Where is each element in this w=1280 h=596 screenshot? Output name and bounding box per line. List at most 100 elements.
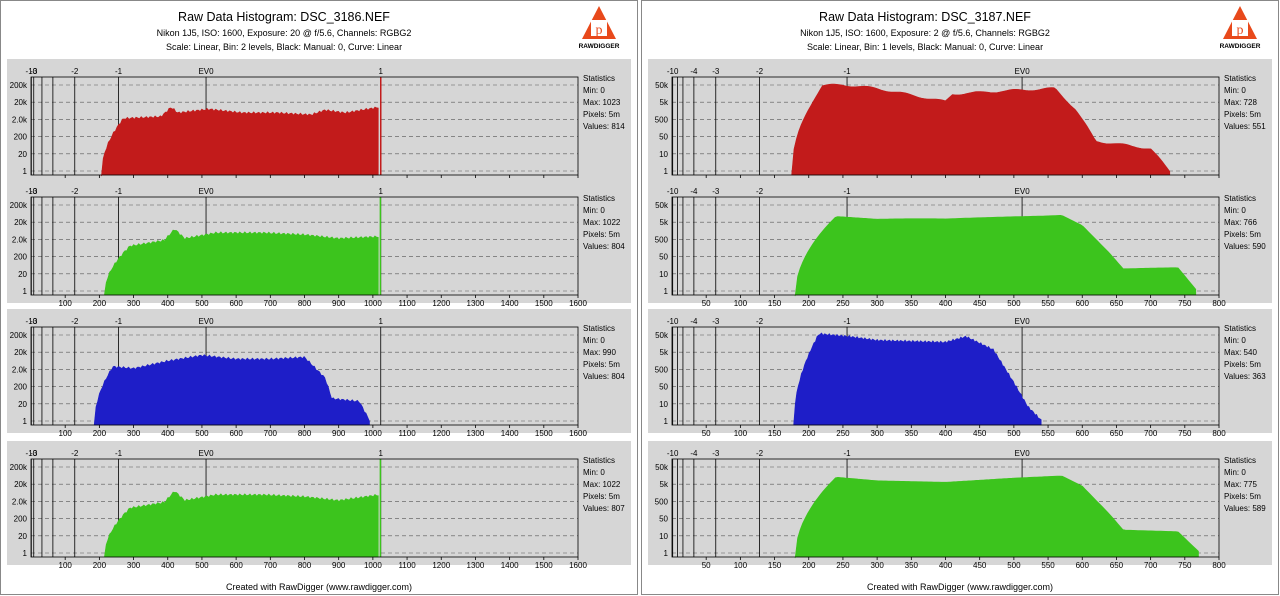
ev-label: EV0: [198, 317, 214, 326]
y-tick-label: 20k: [14, 218, 28, 227]
histogram-svg: Raw Data Histogram: DSC_3187.NEF Nikon 1J…: [648, 6, 1272, 592]
ev-label: -2: [756, 67, 764, 76]
histogram-area: [104, 229, 379, 296]
x-tick-label: 500: [195, 561, 209, 570]
y-tick-label: 5k: [660, 480, 669, 489]
x-tick-label: 150: [768, 561, 782, 570]
ev-label: 1: [379, 187, 384, 196]
x-tick-label: 800: [298, 561, 312, 570]
x-tick-label: 1400: [501, 561, 519, 570]
ev-label: -4: [690, 67, 698, 76]
stats-values: Values: 589: [1224, 504, 1266, 513]
camera-info: Nikon 1J5, ISO: 1600, Exposure: 20 @ f/5…: [157, 28, 412, 38]
stats-min: Min: 0: [1224, 336, 1246, 345]
ev-label: -3: [30, 317, 38, 326]
ev-label: -10: [26, 67, 38, 76]
y-tick-label: 20: [18, 400, 27, 409]
logo-glyph: p: [1237, 23, 1244, 38]
x-tick-label: 400: [939, 299, 953, 308]
x-tick-label: 700: [1144, 299, 1158, 308]
ev-label: -3: [712, 317, 720, 326]
stats-max: Max: 766: [1224, 218, 1257, 227]
x-tick-label: 1300: [467, 429, 485, 438]
y-tick-label: 20: [18, 150, 27, 159]
x-tick-label: 1000: [364, 561, 382, 570]
y-tick-label: 500: [655, 115, 669, 124]
histogram-area: [791, 83, 1171, 176]
x-tick-label: 900: [332, 561, 346, 570]
ev-label: -10: [667, 67, 679, 76]
logo-box: [1232, 20, 1248, 36]
ev-label: -2: [71, 449, 79, 458]
x-tick-label: 450: [973, 299, 987, 308]
stats-min: Min: 0: [1224, 468, 1246, 477]
x-tick-label: 800: [298, 299, 312, 308]
y-tick-label: 20k: [14, 480, 28, 489]
x-tick-label: 900: [332, 429, 346, 438]
x-tick-label: 1600: [569, 429, 587, 438]
ev-label: 1: [379, 67, 384, 76]
x-tick-label: 1100: [398, 429, 416, 438]
footer-credit: Created with RawDigger (www.rawdigger.co…: [226, 582, 412, 592]
ev-label: -10: [667, 317, 679, 326]
y-tick-label: 50k: [655, 463, 669, 472]
x-tick-label: 300: [870, 561, 884, 570]
x-tick-label: 200: [93, 561, 107, 570]
ev-label: -3: [712, 187, 720, 196]
stats-label: Statistics: [1224, 324, 1256, 333]
y-tick-label: 10: [659, 532, 668, 541]
y-tick-label: 50: [659, 133, 668, 142]
x-tick-label: 200: [93, 429, 107, 438]
logo-box: [591, 20, 607, 36]
histogram-area: [794, 214, 1197, 297]
ev-label: -3: [30, 449, 38, 458]
stats-min: Min: 0: [1224, 86, 1246, 95]
ev-label: -4: [690, 317, 698, 326]
stats-min: Min: 0: [1224, 206, 1246, 215]
x-tick-label: 600: [1076, 299, 1090, 308]
y-tick-label: 50: [659, 383, 668, 392]
stats-max: Max: 775: [1224, 480, 1257, 489]
x-tick-label: 100: [59, 299, 73, 308]
x-tick-label: 200: [93, 299, 107, 308]
ev-label: -10: [26, 449, 38, 458]
x-tick-label: 600: [229, 299, 243, 308]
stats-label: Statistics: [1224, 74, 1256, 83]
y-tick-label: 5k: [660, 98, 669, 107]
x-tick-label: 1200: [432, 299, 450, 308]
ev-label: 1: [379, 317, 384, 326]
stats-values: Values: 804: [583, 242, 625, 251]
y-tick-label: 50k: [655, 201, 669, 210]
ev-label: -2: [756, 317, 764, 326]
x-tick-label: 1600: [569, 299, 587, 308]
y-tick-label: 1: [664, 167, 669, 176]
x-tick-label: 550: [1041, 429, 1055, 438]
histogram-area: [93, 354, 370, 426]
stats-pixels: Pixels: 5m: [583, 360, 620, 369]
x-tick-label: 350: [905, 561, 919, 570]
stats-pixels: Pixels: 5m: [1224, 492, 1261, 501]
channel-row-r: 200k20k2.0k200201-10-3-2-1EV011002003004…: [7, 59, 631, 188]
y-tick-label: 50k: [655, 331, 669, 340]
x-tick-label: 250: [836, 561, 850, 570]
ev-label: -1: [115, 449, 123, 458]
x-tick-label: 700: [264, 299, 278, 308]
y-tick-label: 20: [18, 270, 27, 279]
x-tick-label: 400: [939, 429, 953, 438]
ev-label: -3: [30, 67, 38, 76]
ev-label: -10: [26, 317, 38, 326]
ev-label: -1: [843, 449, 851, 458]
stats-max: Max: 990: [583, 348, 616, 357]
x-tick-label: 750: [1178, 561, 1192, 570]
ev-label: -4: [690, 187, 698, 196]
ev-label: -10: [26, 187, 38, 196]
y-tick-label: 10: [659, 150, 668, 159]
x-tick-label: 800: [298, 429, 312, 438]
x-tick-label: 400: [161, 429, 175, 438]
x-tick-label: 1100: [398, 299, 416, 308]
x-tick-label: 700: [1144, 429, 1158, 438]
x-tick-label: 1500: [535, 429, 553, 438]
ev-label: 1: [379, 449, 384, 458]
x-tick-label: 150: [768, 429, 782, 438]
channel-row-g: 50k 5k 500 50 10 1 -10 -4 -3 -2 -1 EV0 50 100 150 200 25…: [648, 179, 1272, 308]
